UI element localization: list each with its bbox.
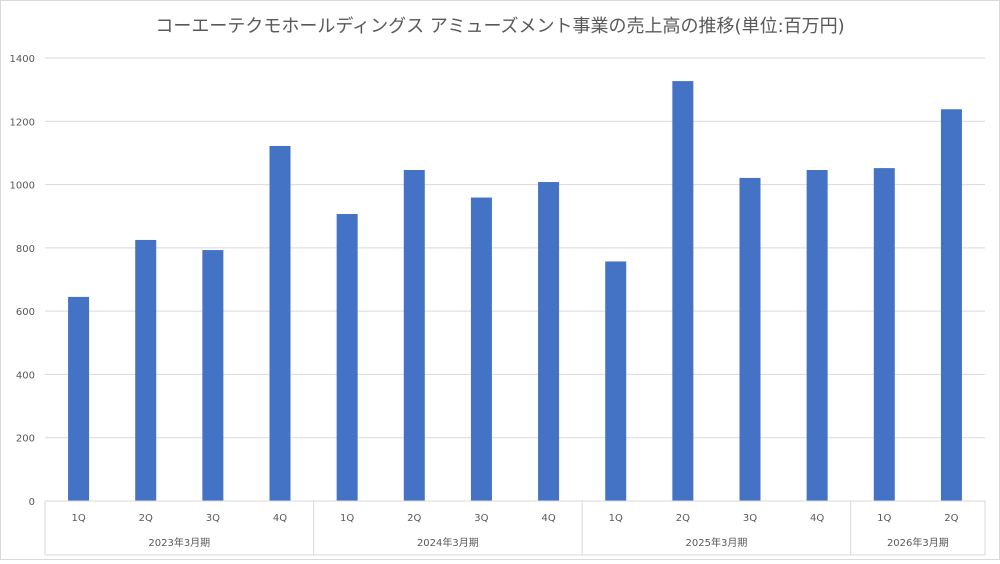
bar bbox=[269, 145, 291, 501]
y-tick-label: 200 bbox=[16, 434, 35, 445]
bar bbox=[538, 182, 560, 502]
y-tick-label: 400 bbox=[16, 370, 35, 381]
bar bbox=[135, 239, 157, 502]
bars bbox=[68, 81, 962, 502]
bar bbox=[202, 250, 224, 501]
bar bbox=[873, 168, 895, 502]
x-category-label: 2Q bbox=[407, 513, 421, 524]
bar bbox=[940, 109, 962, 502]
x-axis: 1Q 2Q 3Q 4Q 2023年3月期 1Q 2Q 3Q 4Q 2024年3月期 1Q 2Q 3Q 4Q… bbox=[44, 500, 986, 556]
y-tick-label: 600 bbox=[16, 307, 35, 318]
y-tick-label: 800 bbox=[16, 244, 35, 255]
bar bbox=[739, 177, 761, 501]
x-group-label: 2026年3月期 bbox=[887, 536, 949, 549]
gridlines bbox=[45, 57, 985, 502]
bar bbox=[68, 296, 90, 501]
x-category-label: 1Q bbox=[340, 513, 354, 524]
x-category-label: 4Q bbox=[273, 513, 287, 524]
x-category-label: 2Q bbox=[944, 513, 958, 524]
bar bbox=[672, 81, 694, 501]
x-category-label: 4Q bbox=[810, 513, 824, 524]
y-axis-ticks: 0 200 400 600 800 1000 1200 1400 bbox=[10, 54, 35, 508]
x-category-label: 4Q bbox=[541, 513, 555, 524]
bar bbox=[806, 170, 828, 501]
x-group-label: 2023年3月期 bbox=[148, 536, 210, 549]
chart-title: コーエーテクモホールディングス アミューズメント事業の売上高の推移(単位:百万円… bbox=[155, 16, 844, 37]
bar bbox=[605, 261, 627, 501]
x-category-label: 2Q bbox=[676, 513, 690, 524]
x-category-label: 2Q bbox=[139, 513, 153, 524]
x-category-label: 3Q bbox=[743, 513, 757, 524]
y-tick-label: 1200 bbox=[10, 117, 35, 128]
x-category-label: 3Q bbox=[474, 513, 488, 524]
x-category-label: 3Q bbox=[206, 513, 220, 524]
bar bbox=[403, 170, 425, 501]
y-tick-label: 0 bbox=[29, 497, 35, 508]
x-category-label: 1Q bbox=[71, 513, 85, 524]
bar bbox=[470, 197, 492, 502]
x-group-label: 2025年3月期 bbox=[686, 536, 748, 549]
y-tick-label: 1000 bbox=[10, 181, 35, 192]
y-tick-label: 1400 bbox=[10, 54, 35, 65]
bar bbox=[336, 213, 358, 502]
x-group-label: 2024年3月期 bbox=[417, 536, 479, 549]
x-category-label: 1Q bbox=[609, 513, 623, 524]
x-category-label: 1Q bbox=[877, 513, 891, 524]
